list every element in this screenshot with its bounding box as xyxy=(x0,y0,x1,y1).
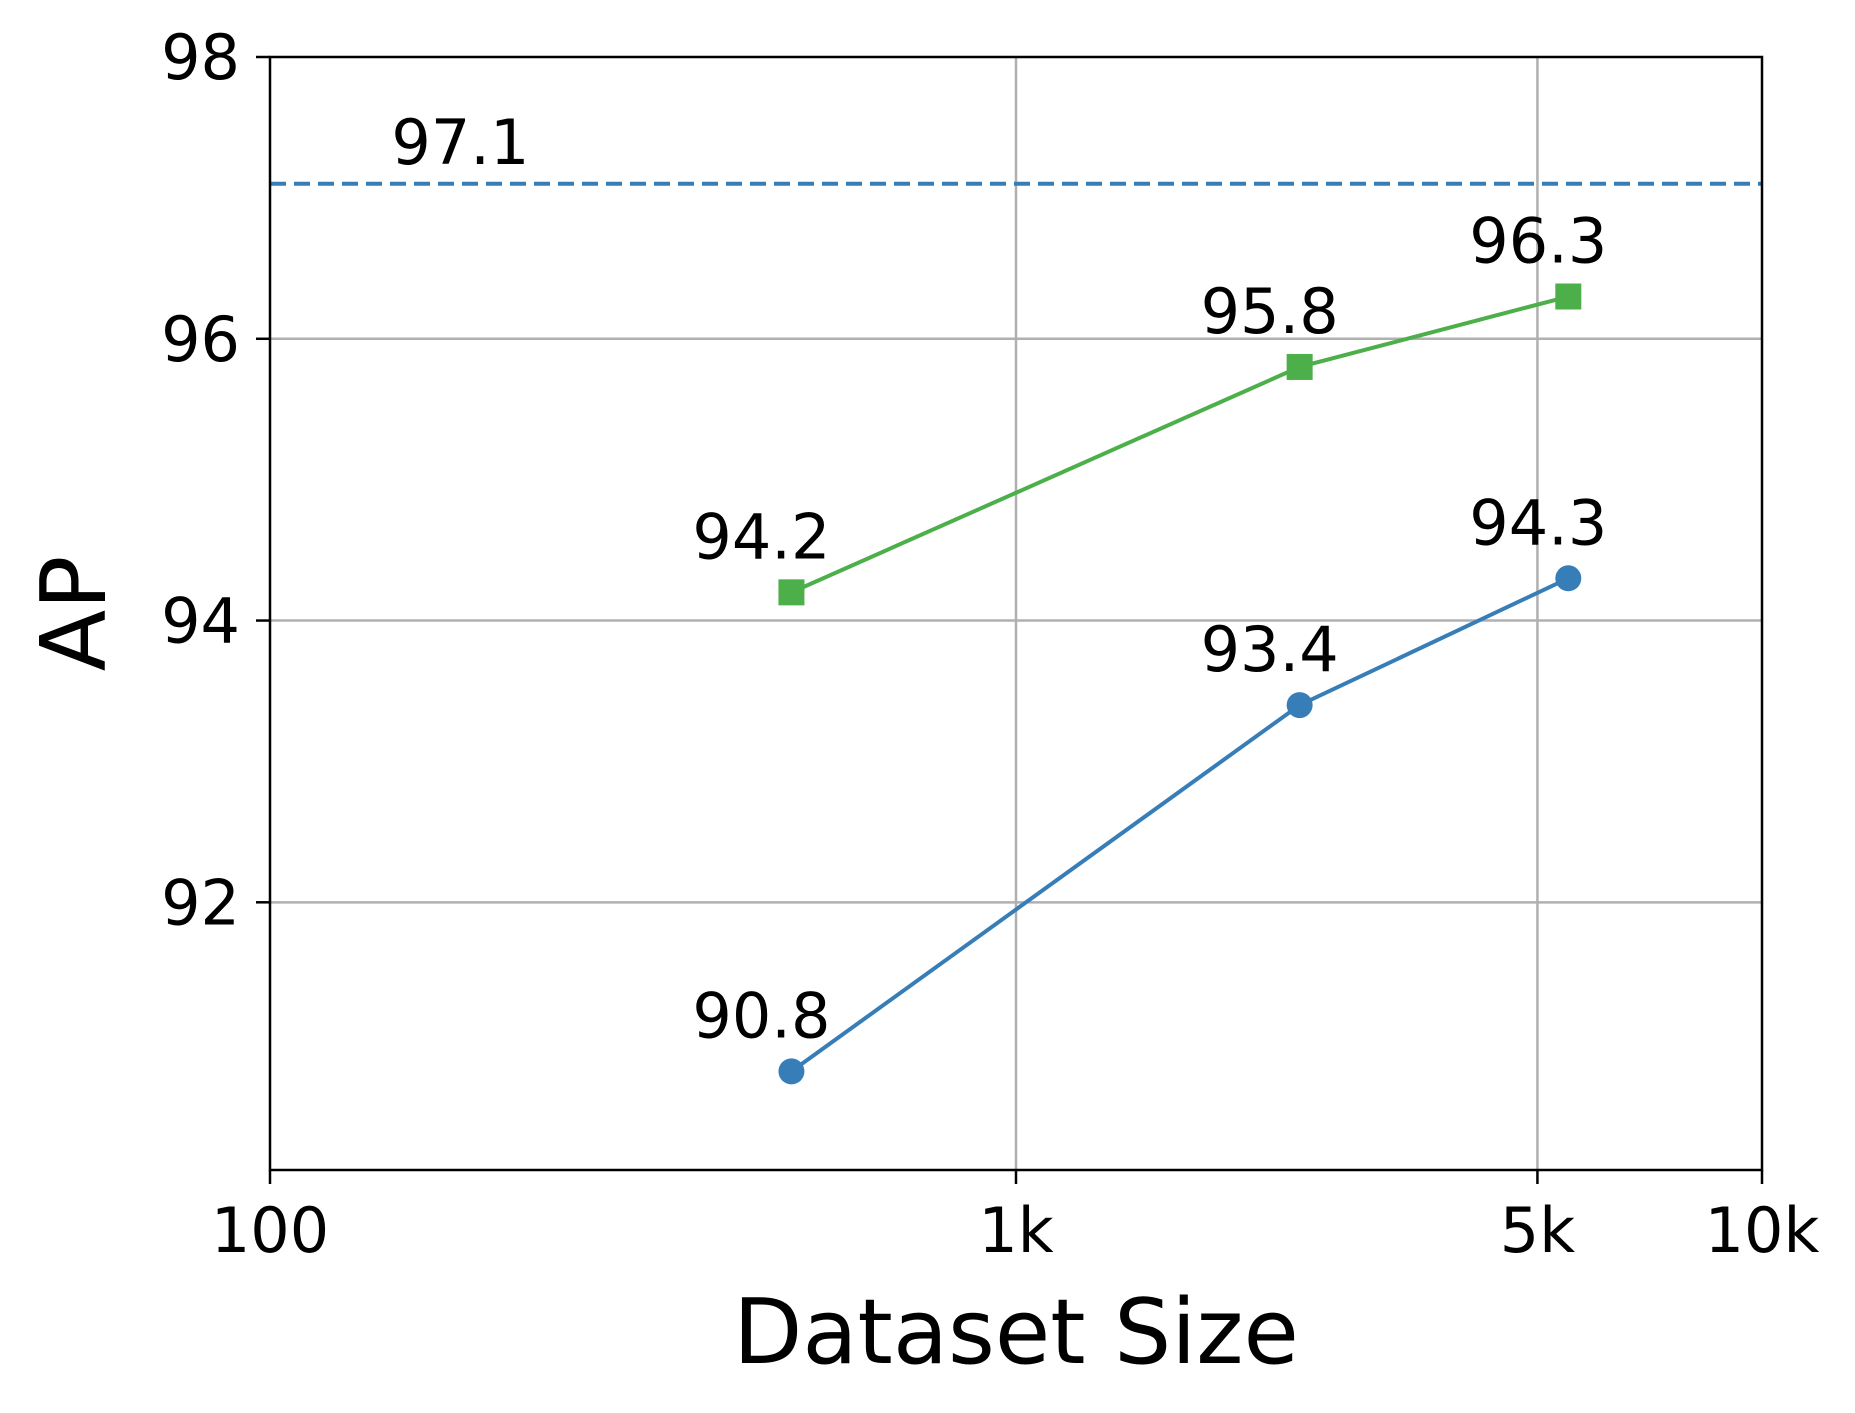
x-tick-label: 1k xyxy=(978,1194,1053,1267)
series-0 xyxy=(778,283,1582,606)
data-label: 95.8 xyxy=(1201,275,1339,348)
data-label: 94.3 xyxy=(1469,486,1607,559)
square-marker xyxy=(1286,353,1313,380)
y-tick-label: 96 xyxy=(161,303,240,376)
x-tick-label: 10k xyxy=(1705,1194,1820,1267)
data-label: 96.3 xyxy=(1469,205,1607,278)
circle-marker xyxy=(1555,565,1582,592)
data-label: 93.4 xyxy=(1201,613,1339,686)
series-1 xyxy=(778,565,1582,1085)
y-axis-title: AP xyxy=(22,556,127,672)
square-marker xyxy=(778,579,805,606)
data-labels: 97.1 94.2 95.8 96.3 90.8 93.4 94.3 xyxy=(391,106,1607,1053)
x-tick-label: 5k xyxy=(1500,1194,1575,1267)
data-label: 94.2 xyxy=(692,500,830,573)
grid xyxy=(270,57,1762,1170)
reference-line-label: 97.1 xyxy=(391,106,529,179)
x-tick-label: 100 xyxy=(211,1194,329,1267)
y-tick-label: 98 xyxy=(161,21,240,94)
y-tick-label: 92 xyxy=(161,866,240,939)
circle-marker xyxy=(1286,692,1313,719)
circle-marker xyxy=(778,1058,805,1085)
series xyxy=(778,283,1582,1085)
square-marker xyxy=(1555,283,1582,310)
y-tick-label: 94 xyxy=(161,585,240,658)
data-label: 90.8 xyxy=(692,979,830,1052)
x-axis-title: Dataset Size xyxy=(733,1280,1299,1385)
ticks: 100 1k 5k 10k 92 94 96 98 xyxy=(161,21,1819,1267)
